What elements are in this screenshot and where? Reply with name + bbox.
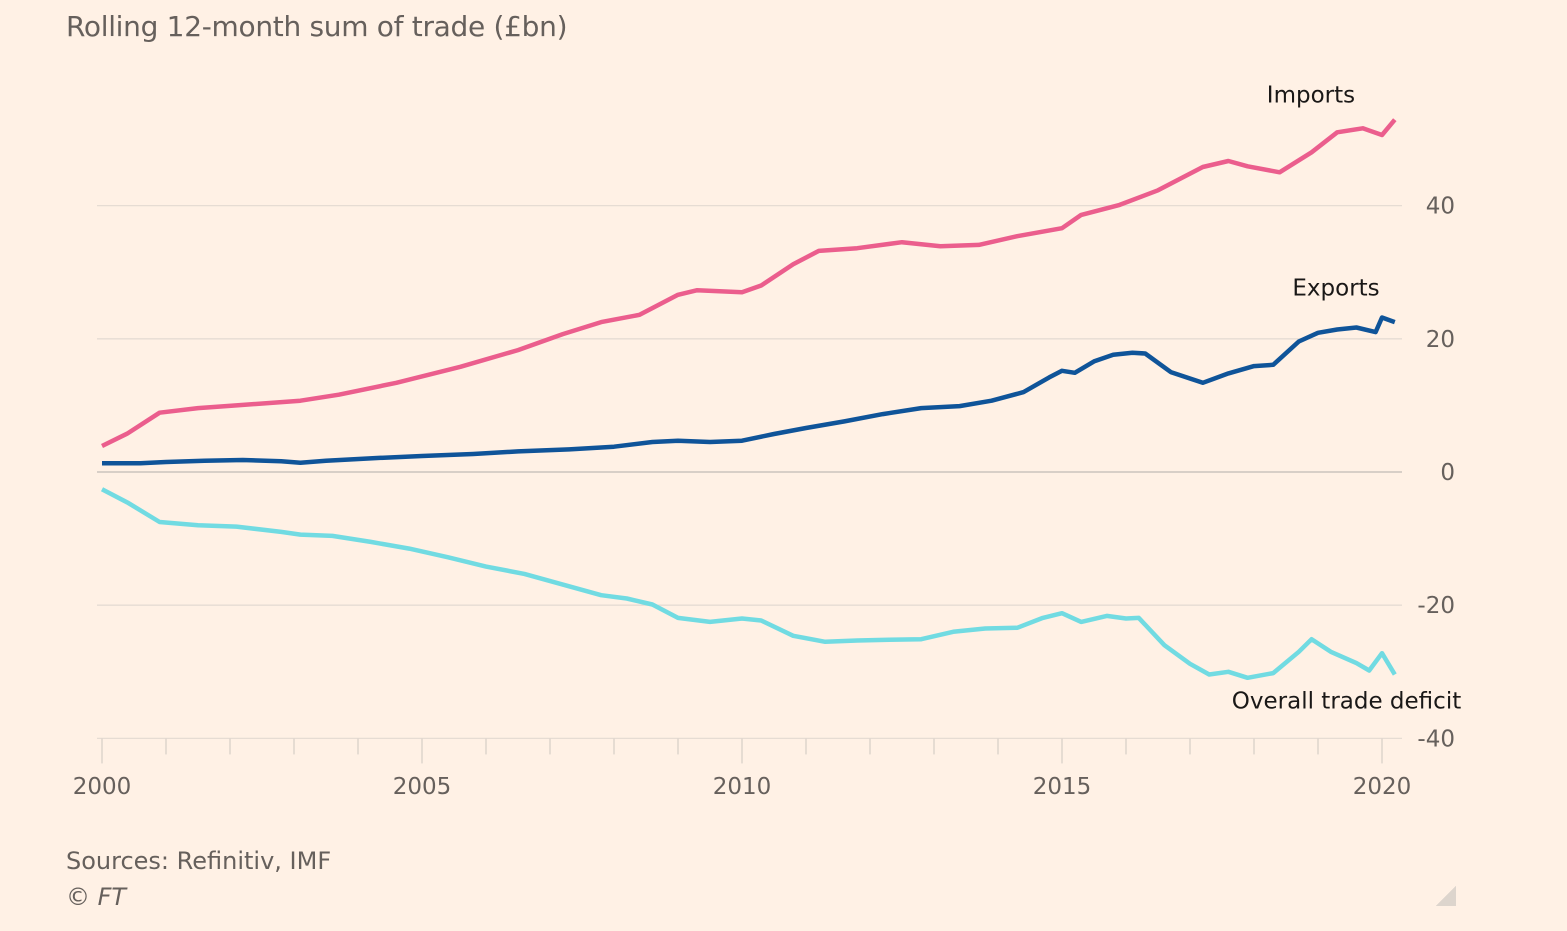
x-tick-label: 2000 <box>73 774 132 800</box>
x-tick-label: 2020 <box>1353 774 1412 800</box>
series-label-overall-trade-deficit: Overall trade deficit <box>1232 688 1461 714</box>
y-tick-label: 0 <box>1440 460 1455 486</box>
y-tick-label: -40 <box>1417 726 1455 752</box>
copyright-note: © FT <box>66 883 127 911</box>
x-tick-label: 2015 <box>1033 774 1092 800</box>
y-axis: -40 -20 0 20 40 <box>1417 194 1455 753</box>
chart-title: Rolling 12-month sum of trade (£bn) <box>66 10 568 43</box>
resize-handle-icon[interactable] <box>1436 886 1456 906</box>
series-lines <box>100 118 1397 681</box>
gridlines <box>97 204 1402 740</box>
series-label-exports: Exports <box>1292 276 1379 302</box>
x-axis: 2000 2005 2010 2015 2020 <box>73 738 1412 800</box>
y-tick-label: -20 <box>1417 593 1455 619</box>
source-note: Sources: Refinitiv, IMF <box>66 847 332 875</box>
series-line-imports <box>101 118 1397 449</box>
series-label-imports: Imports <box>1267 82 1355 108</box>
x-tick-label: 2005 <box>393 774 452 800</box>
y-tick-label: 40 <box>1426 194 1455 220</box>
series-labels: Imports Exports Overall trade deficit <box>1232 82 1461 714</box>
y-tick-label: 20 <box>1426 327 1455 353</box>
series-line-overall-trade-deficit <box>100 487 1397 681</box>
x-tick-label: 2010 <box>713 774 772 800</box>
series-line-exports <box>102 315 1396 466</box>
